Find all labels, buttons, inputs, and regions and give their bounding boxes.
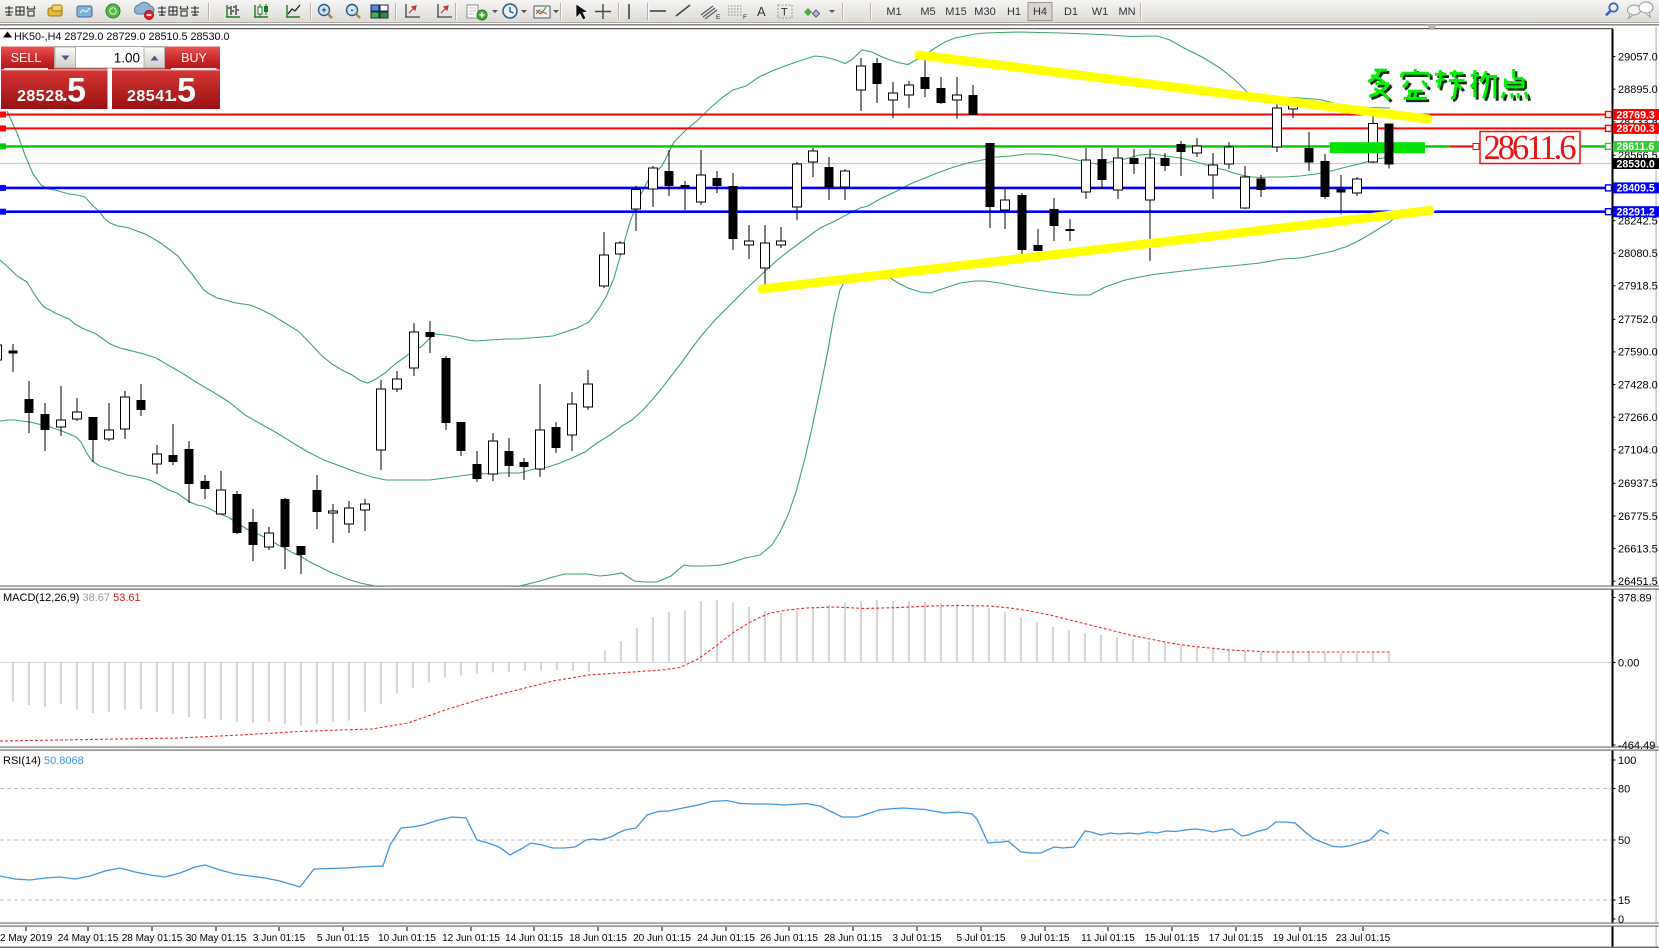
svg-text:T: T xyxy=(781,7,788,19)
svg-text:.: . xyxy=(172,84,178,106)
svg-text:HK50-,H4 28729.0 28729.0 2851: HK50-,H4 28729.0 28729.0 28510.5 28530.0 xyxy=(14,31,230,43)
svg-text:M30: M30 xyxy=(974,6,995,18)
svg-text:12 Jun 01:15: 12 Jun 01:15 xyxy=(442,933,500,944)
svg-text:26613.5: 26613.5 xyxy=(1618,543,1658,555)
svg-text:50: 50 xyxy=(1618,835,1630,847)
svg-text:0.00: 0.00 xyxy=(1618,657,1639,669)
svg-text:30 May 01:15: 30 May 01:15 xyxy=(186,933,247,944)
svg-text:A: A xyxy=(757,4,766,19)
svg-text:W1: W1 xyxy=(1092,6,1109,18)
svg-text:26775.5: 26775.5 xyxy=(1618,511,1658,523)
svg-text:28769.3: 28769.3 xyxy=(1617,109,1655,121)
svg-text:29057.0: 29057.0 xyxy=(1618,51,1658,63)
svg-text:5 Jun 01:15: 5 Jun 01:15 xyxy=(317,933,370,944)
svg-text:28409.5: 28409.5 xyxy=(1617,183,1655,195)
svg-text:24 Jun 01:15: 24 Jun 01:15 xyxy=(697,933,755,944)
svg-text:M1: M1 xyxy=(886,6,901,18)
svg-text:26 Jun 01:15: 26 Jun 01:15 xyxy=(760,933,818,944)
svg-text:27266.0: 27266.0 xyxy=(1618,412,1658,424)
svg-text:10 Jun 01:15: 10 Jun 01:15 xyxy=(378,933,436,944)
svg-text:17 Jul 01:15: 17 Jul 01:15 xyxy=(1209,933,1264,944)
svg-text:RSI(14) 50.8068: RSI(14) 50.8068 xyxy=(3,755,84,767)
svg-text:+: + xyxy=(321,5,326,15)
svg-text:MN: MN xyxy=(1118,6,1135,18)
svg-text:27752.0: 27752.0 xyxy=(1618,314,1658,326)
svg-text:28541: 28541 xyxy=(127,88,174,105)
svg-text:H1: H1 xyxy=(1007,6,1021,18)
svg-text:378.89: 378.89 xyxy=(1618,592,1652,604)
svg-text:-: - xyxy=(351,5,354,15)
svg-text:28242.5: 28242.5 xyxy=(1618,215,1658,227)
svg-text:24 May 01:15: 24 May 01:15 xyxy=(58,933,119,944)
svg-text:26937.5: 26937.5 xyxy=(1618,478,1658,490)
svg-text:27428.0: 27428.0 xyxy=(1618,379,1658,391)
svg-text:-464.49: -464.49 xyxy=(1618,740,1655,752)
svg-text:20 Jun 01:15: 20 Jun 01:15 xyxy=(633,933,691,944)
svg-text:F: F xyxy=(743,14,747,21)
svg-text:MACD(12,26,9) 38.67 53.61: MACD(12,26,9) 38.67 53.61 xyxy=(3,592,141,604)
svg-text:5 Jul 01:15: 5 Jul 01:15 xyxy=(957,933,1006,944)
svg-text:2 May 2019: 2 May 2019 xyxy=(0,933,53,944)
svg-text:M5: M5 xyxy=(920,6,935,18)
svg-text:28 May 01:15: 28 May 01:15 xyxy=(122,933,183,944)
svg-text:18 Jun 01:15: 18 Jun 01:15 xyxy=(569,933,627,944)
svg-text:28528: 28528 xyxy=(17,88,64,105)
svg-text:11 Jul 01:15: 11 Jul 01:15 xyxy=(1081,933,1135,944)
svg-text:28530.0: 28530.0 xyxy=(1617,158,1655,170)
svg-text:5: 5 xyxy=(67,72,86,110)
svg-text:27918.5: 27918.5 xyxy=(1618,281,1658,293)
svg-text:28291.2: 28291.2 xyxy=(1617,207,1655,219)
svg-text:15: 15 xyxy=(1618,895,1630,907)
svg-text:BUY: BUY xyxy=(181,51,207,65)
svg-text:3 Jul 01:15: 3 Jul 01:15 xyxy=(893,933,942,944)
svg-text:28611.6: 28611.6 xyxy=(1617,141,1655,153)
svg-text:28700.3: 28700.3 xyxy=(1617,123,1655,135)
svg-text:D1: D1 xyxy=(1064,6,1078,18)
svg-text:28080.5: 28080.5 xyxy=(1618,248,1658,260)
svg-text:3 Jun 01:15: 3 Jun 01:15 xyxy=(253,933,306,944)
svg-text:28611.6: 28611.6 xyxy=(1484,129,1577,167)
svg-text:80: 80 xyxy=(1618,783,1630,795)
svg-text:19 Jul 01:15: 19 Jul 01:15 xyxy=(1273,933,1328,944)
svg-text:SELL: SELL xyxy=(11,51,42,65)
svg-text:14 Jun 01:15: 14 Jun 01:15 xyxy=(505,933,563,944)
svg-text:M15: M15 xyxy=(945,6,966,18)
svg-text:1.00: 1.00 xyxy=(114,51,140,66)
svg-text:27104.0: 27104.0 xyxy=(1618,445,1658,457)
svg-text:9 Jul 01:15: 9 Jul 01:15 xyxy=(1021,933,1070,944)
svg-text:5: 5 xyxy=(177,72,196,110)
svg-text:H4: H4 xyxy=(1033,6,1047,18)
svg-text:23 Jul 01:15: 23 Jul 01:15 xyxy=(1336,933,1391,944)
svg-text:26451.5: 26451.5 xyxy=(1618,576,1658,588)
svg-text:E: E xyxy=(716,14,721,21)
svg-text:0: 0 xyxy=(1618,914,1624,926)
svg-text:100: 100 xyxy=(1618,755,1636,767)
svg-text:28 Jun 01:15: 28 Jun 01:15 xyxy=(824,933,882,944)
svg-text:27590.0: 27590.0 xyxy=(1618,347,1658,359)
svg-text:15 Jul 01:15: 15 Jul 01:15 xyxy=(1145,933,1200,944)
svg-text:.: . xyxy=(62,84,68,106)
svg-text:28895.0: 28895.0 xyxy=(1618,84,1658,96)
